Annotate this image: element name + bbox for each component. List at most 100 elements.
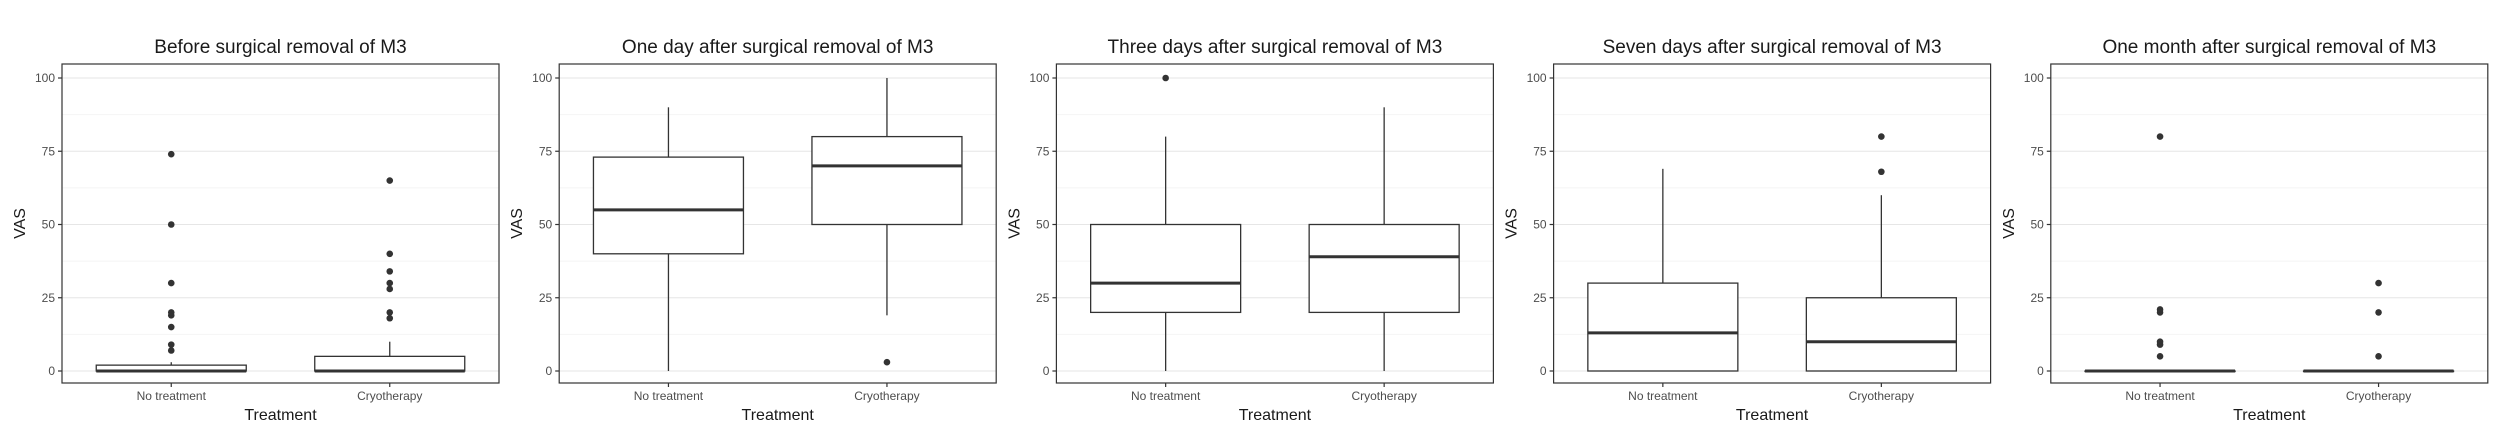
outlier-point <box>167 347 175 354</box>
y-tick-label: 100 <box>1029 71 1049 85</box>
x-axis-label: Treatment <box>1736 407 1809 424</box>
y-tick-label: 75 <box>42 144 56 158</box>
outlier-point <box>883 358 891 366</box>
outlier-point <box>386 309 394 316</box>
y-tick-label: 0 <box>1540 364 1547 378</box>
box-cryotherapy <box>811 78 963 366</box>
x-tick-label: No treatment <box>1628 389 1698 403</box>
y-tick-label: 100 <box>1527 71 1547 85</box>
outlier-point <box>2375 309 2382 316</box>
outlier-point <box>386 279 394 287</box>
y-tick-label: 25 <box>42 291 56 305</box>
panel-4: 0 25 50 75 100 No treatment Cryotherapy Seven d… <box>1504 37 1992 424</box>
outlier-point <box>2375 353 2382 360</box>
y-tick-label: 100 <box>532 71 552 85</box>
x-tick-label: No treatment <box>634 389 704 403</box>
panel-border <box>1552 63 1992 384</box>
panel-title: Before surgical removal of M3 <box>154 37 406 58</box>
box-cryotherapy <box>314 177 466 373</box>
x-tick-label: Cryotherapy <box>1351 389 1416 403</box>
y-tick-label: 25 <box>2030 291 2044 305</box>
panel-title: Seven days after surgical removal of M3 <box>1603 37 1942 58</box>
iqr-box <box>1587 282 1739 372</box>
box-cryotherapy <box>1308 107 1460 371</box>
outlier-point <box>167 150 175 158</box>
outlier-point <box>386 250 394 258</box>
iqr-box <box>314 355 466 372</box>
y-tick-label: 75 <box>539 144 553 158</box>
outlier-point <box>2156 338 2164 346</box>
iqr-box <box>592 156 745 255</box>
y-tick-label: 25 <box>1036 291 1050 305</box>
outlier-point <box>1162 74 1169 82</box>
outlier-point <box>2156 353 2164 360</box>
x-axis-label: Treatment <box>244 407 317 424</box>
box-no-treatment <box>1090 74 1242 371</box>
y-tick-label: 0 <box>1043 364 1050 378</box>
outlier-point <box>386 268 394 275</box>
panel-border <box>61 63 500 384</box>
y-tick-label: 50 <box>42 218 56 232</box>
panel-title: One day after surgical removal of M3 <box>622 37 934 58</box>
x-axis-label: Treatment <box>2233 407 2306 424</box>
outlier-point <box>386 177 394 184</box>
y-tick-label: 100 <box>35 71 55 85</box>
x-axis-label: Treatment <box>1239 407 1312 424</box>
y-tick-label: 25 <box>1533 291 1547 305</box>
panel-1: 0 25 50 75 100 No treatment Cryotherapy Before … <box>12 37 500 424</box>
outlier-point <box>167 309 175 316</box>
x-tick-label: Cryotherapy <box>357 389 422 403</box>
outlier-point <box>1878 133 1885 140</box>
box-cryotherapy <box>1805 133 1957 372</box>
x-tick-label: No treatment <box>2125 389 2195 403</box>
outlier-point <box>167 279 175 287</box>
outlier-point <box>167 323 175 331</box>
y-tick-label: 100 <box>2024 71 2044 85</box>
y-tick-label: 75 <box>2030 144 2044 158</box>
y-axis-label: VAS <box>2001 208 2018 239</box>
y-axis-label: VAS <box>1006 208 1023 239</box>
box-cryotherapy <box>2302 279 2455 373</box>
outlier-point <box>1878 168 1885 176</box>
panel-5: 0 25 50 75 100 No treatment Cryotherapy One mon… <box>2001 37 2489 424</box>
panel-border <box>2050 63 2489 384</box>
y-axis-label: VAS <box>12 208 29 239</box>
box-no-treatment <box>592 107 745 371</box>
y-axis-label: VAS <box>509 208 526 239</box>
y-tick-label: 0 <box>48 364 55 378</box>
y-tick-label: 50 <box>539 218 553 232</box>
outlier-point <box>167 221 175 228</box>
x-tick-label: No treatment <box>137 389 207 403</box>
box-no-treatment <box>95 150 247 373</box>
panel-title: Three days after surgical removal of M3 <box>1108 37 1443 58</box>
iqr-box <box>1308 223 1460 314</box>
x-tick-label: No treatment <box>1131 389 1201 403</box>
iqr-box <box>811 135 963 226</box>
y-tick-label: 50 <box>1036 218 1050 232</box>
outlier-point <box>2156 133 2164 140</box>
box-no-treatment <box>2084 133 2236 373</box>
x-tick-label: Cryotherapy <box>854 389 919 403</box>
panel-border <box>558 63 997 384</box>
y-axis-label: VAS <box>1504 208 1521 239</box>
outlier-point <box>167 341 175 348</box>
x-tick-label: Cryotherapy <box>2346 389 2411 403</box>
outlier-point <box>2375 279 2382 287</box>
x-axis-label: Treatment <box>742 407 815 424</box>
iqr-box <box>1805 297 1957 372</box>
y-tick-label: 0 <box>546 364 553 378</box>
y-tick-label: 50 <box>2030 218 2044 232</box>
panel-3: 0 25 50 75 100 No treatment Cryotherapy Three d… <box>1006 37 1495 424</box>
iqr-box <box>1090 223 1242 314</box>
y-tick-label: 50 <box>1533 218 1547 232</box>
outlier-point <box>2156 306 2164 313</box>
box-no-treatment <box>1587 168 1739 372</box>
y-tick-label: 25 <box>539 291 553 305</box>
panel-title: One month after surgical removal of M3 <box>2102 37 2436 58</box>
y-tick-label: 75 <box>1036 144 1050 158</box>
panel-2: 0 25 50 75 100 No treatment Cryotherapy One day… <box>509 37 997 424</box>
outlier-point <box>386 285 394 293</box>
panel-border <box>1055 63 1495 384</box>
y-tick-label: 0 <box>2037 364 2044 378</box>
